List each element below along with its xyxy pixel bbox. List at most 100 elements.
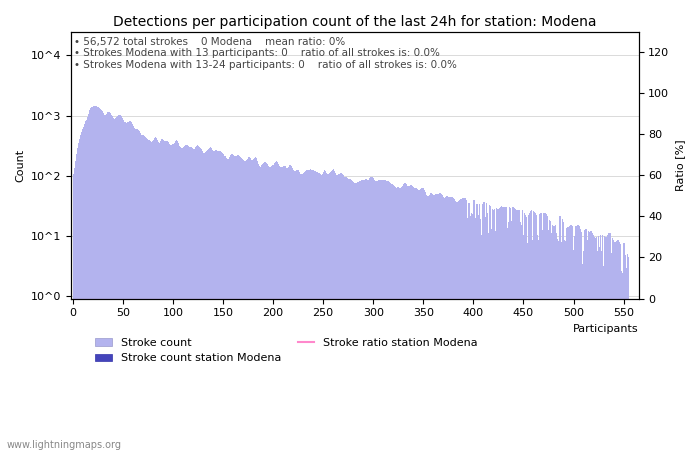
Bar: [318, 173, 320, 450]
Bar: [371, 176, 372, 450]
Bar: [601, 251, 602, 450]
Bar: [533, 211, 534, 450]
Bar: [179, 146, 181, 450]
Bar: [598, 236, 599, 450]
Bar: [332, 169, 334, 450]
Bar: [607, 235, 608, 450]
Bar: [353, 182, 354, 450]
Bar: [608, 234, 609, 450]
Bar: [170, 145, 172, 450]
Bar: [312, 170, 313, 450]
Bar: [339, 174, 340, 450]
Bar: [190, 147, 192, 450]
Bar: [76, 153, 77, 450]
Bar: [106, 113, 107, 450]
Bar: [337, 174, 339, 450]
Bar: [415, 188, 416, 450]
Bar: [619, 242, 620, 450]
Bar: [148, 140, 149, 450]
Bar: [543, 213, 544, 450]
Bar: [504, 207, 505, 450]
Bar: [372, 178, 374, 450]
Bar: [426, 195, 427, 450]
Bar: [290, 166, 292, 450]
Bar: [88, 113, 90, 450]
Bar: [491, 229, 492, 450]
Bar: [286, 168, 288, 450]
Bar: [560, 216, 561, 450]
Bar: [360, 180, 362, 450]
Bar: [510, 207, 511, 450]
Bar: [513, 207, 514, 450]
Bar: [470, 216, 471, 450]
Bar: [362, 180, 363, 450]
Bar: [541, 213, 542, 450]
Bar: [77, 148, 78, 450]
Bar: [435, 194, 436, 450]
Bar: [580, 229, 581, 450]
Bar: [612, 238, 613, 450]
Bar: [307, 170, 309, 450]
Bar: [614, 242, 615, 450]
Bar: [481, 235, 482, 450]
Bar: [269, 167, 270, 450]
Bar: [455, 201, 456, 450]
Bar: [410, 185, 411, 450]
Bar: [351, 181, 353, 450]
Bar: [498, 209, 499, 450]
Bar: [206, 151, 207, 450]
Bar: [478, 215, 479, 450]
Bar: [408, 186, 409, 450]
Bar: [134, 128, 135, 450]
Bar: [176, 140, 177, 450]
Bar: [155, 137, 156, 450]
Bar: [518, 210, 519, 450]
Bar: [584, 230, 585, 450]
Bar: [223, 154, 225, 450]
Bar: [500, 207, 501, 450]
Bar: [578, 225, 579, 450]
Bar: [414, 189, 415, 450]
Bar: [92, 107, 93, 450]
Bar: [428, 196, 429, 450]
Bar: [135, 129, 136, 450]
Bar: [454, 199, 455, 450]
Bar: [596, 238, 597, 450]
Bar: [348, 179, 349, 450]
Bar: [350, 179, 351, 450]
Bar: [244, 161, 246, 450]
Bar: [620, 244, 621, 450]
Bar: [444, 197, 446, 450]
Bar: [582, 264, 583, 450]
Bar: [437, 194, 438, 450]
Bar: [242, 160, 244, 450]
Bar: [239, 157, 241, 450]
Bar: [311, 170, 312, 450]
Bar: [407, 185, 408, 450]
Bar: [225, 158, 227, 450]
Bar: [363, 180, 364, 450]
Bar: [463, 198, 464, 450]
Bar: [530, 212, 531, 450]
Bar: [566, 228, 567, 450]
Bar: [105, 115, 106, 450]
Bar: [508, 222, 509, 450]
Bar: [421, 188, 422, 450]
Bar: [381, 180, 382, 450]
Bar: [227, 159, 228, 450]
Bar: [507, 228, 508, 450]
Bar: [545, 213, 546, 450]
Bar: [195, 147, 197, 450]
Bar: [411, 185, 412, 450]
Bar: [199, 147, 200, 450]
Bar: [588, 231, 589, 450]
Bar: [509, 207, 510, 450]
Bar: [343, 175, 344, 450]
Bar: [474, 200, 475, 450]
Bar: [516, 210, 517, 450]
Bar: [496, 207, 497, 450]
Bar: [457, 202, 458, 450]
Bar: [367, 180, 368, 450]
Bar: [531, 211, 532, 450]
Bar: [188, 146, 190, 450]
